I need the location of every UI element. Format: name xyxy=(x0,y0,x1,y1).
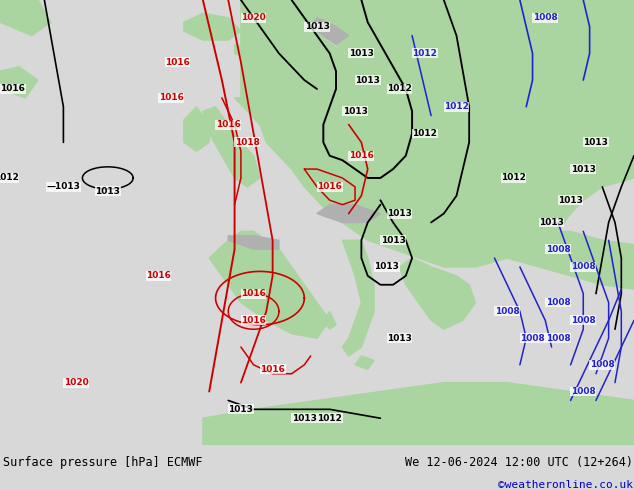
Polygon shape xyxy=(235,45,247,58)
Text: Surface pressure [hPa] ECMWF: Surface pressure [hPa] ECMWF xyxy=(3,456,203,468)
Text: 1012: 1012 xyxy=(501,173,526,182)
Text: 1013: 1013 xyxy=(539,218,564,227)
Text: 1016: 1016 xyxy=(241,316,266,325)
Text: 1008: 1008 xyxy=(533,13,558,23)
Text: 1013: 1013 xyxy=(342,107,368,116)
Text: 1008: 1008 xyxy=(545,245,571,254)
Text: 1008: 1008 xyxy=(495,307,520,316)
Text: 1012: 1012 xyxy=(0,173,19,182)
Text: 1012: 1012 xyxy=(412,129,437,138)
Text: 1016: 1016 xyxy=(241,289,266,298)
Text: 1013: 1013 xyxy=(349,49,374,58)
Text: 1013: 1013 xyxy=(95,187,120,196)
Text: 1008: 1008 xyxy=(520,334,545,343)
Text: 1013: 1013 xyxy=(228,405,254,414)
Text: 1016: 1016 xyxy=(260,365,285,374)
Text: 1016: 1016 xyxy=(146,271,171,280)
Text: 1016: 1016 xyxy=(0,84,25,94)
Polygon shape xyxy=(235,0,634,267)
Text: 1016: 1016 xyxy=(317,182,342,192)
Text: 1008: 1008 xyxy=(545,334,571,343)
Text: 1016: 1016 xyxy=(165,58,190,67)
Text: 1013: 1013 xyxy=(304,22,330,31)
Text: 1016: 1016 xyxy=(349,151,374,160)
Text: 1008: 1008 xyxy=(571,387,596,396)
Polygon shape xyxy=(203,107,260,187)
Text: 1012: 1012 xyxy=(444,102,469,111)
Text: 1012: 1012 xyxy=(412,49,437,58)
Text: 1016: 1016 xyxy=(158,94,184,102)
Polygon shape xyxy=(209,231,330,338)
Polygon shape xyxy=(279,0,330,53)
Polygon shape xyxy=(0,0,51,36)
Text: 1013: 1013 xyxy=(387,209,412,218)
Text: 1020: 1020 xyxy=(63,378,89,387)
Polygon shape xyxy=(323,312,336,329)
Polygon shape xyxy=(399,258,476,329)
Polygon shape xyxy=(317,0,393,67)
Text: 1013: 1013 xyxy=(583,138,609,147)
Polygon shape xyxy=(184,107,209,151)
Text: 1012: 1012 xyxy=(387,84,412,94)
Polygon shape xyxy=(342,240,374,356)
Text: 1008: 1008 xyxy=(571,263,596,271)
Text: 1013: 1013 xyxy=(387,334,412,343)
Text: ©weatheronline.co.uk: ©weatheronline.co.uk xyxy=(498,480,633,490)
Text: 1008: 1008 xyxy=(571,316,596,325)
Polygon shape xyxy=(0,67,38,98)
Text: 1016: 1016 xyxy=(216,120,241,129)
Text: 1013: 1013 xyxy=(571,165,596,173)
Text: 1012: 1012 xyxy=(317,414,342,423)
Text: 1013: 1013 xyxy=(374,263,399,271)
Polygon shape xyxy=(241,0,634,80)
Polygon shape xyxy=(355,356,374,369)
Polygon shape xyxy=(311,18,349,45)
Text: 1018: 1018 xyxy=(235,138,260,147)
Text: —1013: —1013 xyxy=(46,182,81,192)
Text: 1013: 1013 xyxy=(380,236,406,245)
Polygon shape xyxy=(507,231,634,289)
Text: 1008: 1008 xyxy=(590,360,615,369)
Text: 1013: 1013 xyxy=(292,414,317,423)
Polygon shape xyxy=(228,236,279,249)
Polygon shape xyxy=(203,383,634,445)
Polygon shape xyxy=(184,13,241,40)
Polygon shape xyxy=(317,205,380,222)
Text: 1013: 1013 xyxy=(355,75,380,85)
Text: 1020: 1020 xyxy=(241,13,266,23)
Text: We 12-06-2024 12:00 UTC (12+264): We 12-06-2024 12:00 UTC (12+264) xyxy=(404,456,633,468)
Text: 1013: 1013 xyxy=(558,196,583,205)
Text: 1008: 1008 xyxy=(545,298,571,307)
